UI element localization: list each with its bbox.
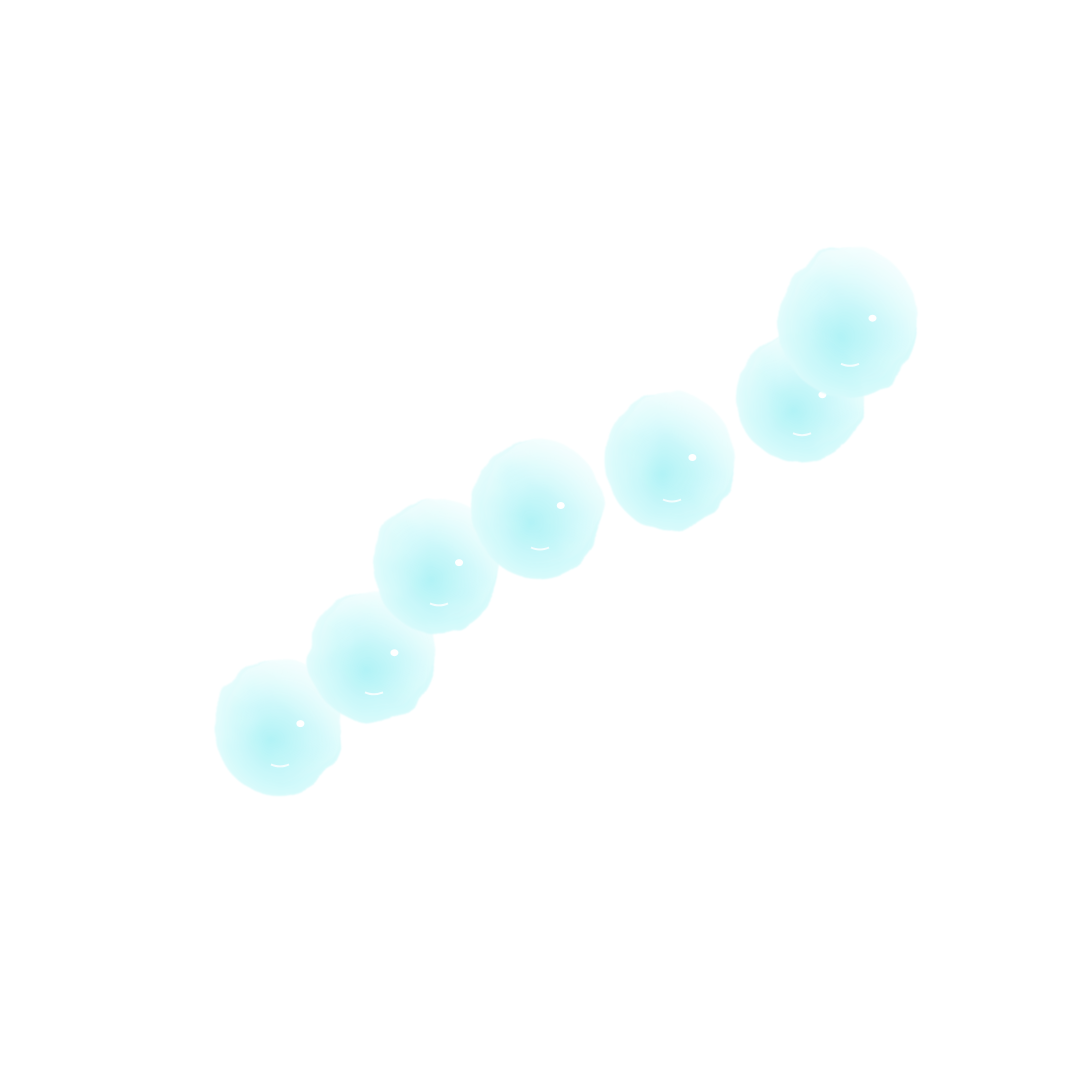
blob-reflection bbox=[530, 546, 550, 551]
watercolor-blob bbox=[374, 496, 501, 634]
watercolor-blob bbox=[473, 438, 604, 579]
blob-highlight bbox=[296, 720, 305, 728]
blob-highlight bbox=[455, 559, 464, 567]
watercolor-blob bbox=[214, 657, 343, 795]
watercolor-blob bbox=[778, 245, 919, 398]
blob-highlight bbox=[390, 649, 399, 657]
blob-highlight bbox=[868, 314, 877, 322]
blob-reflection bbox=[270, 763, 290, 768]
blob-reflection bbox=[840, 362, 860, 367]
blob-reflection bbox=[429, 602, 449, 607]
blob-highlight bbox=[556, 502, 565, 509]
blob-highlight bbox=[688, 454, 697, 461]
blob-reflection bbox=[364, 691, 384, 696]
blob-reflection bbox=[662, 498, 682, 503]
blob-reflection bbox=[792, 432, 812, 437]
watercolor-blob bbox=[606, 390, 735, 531]
